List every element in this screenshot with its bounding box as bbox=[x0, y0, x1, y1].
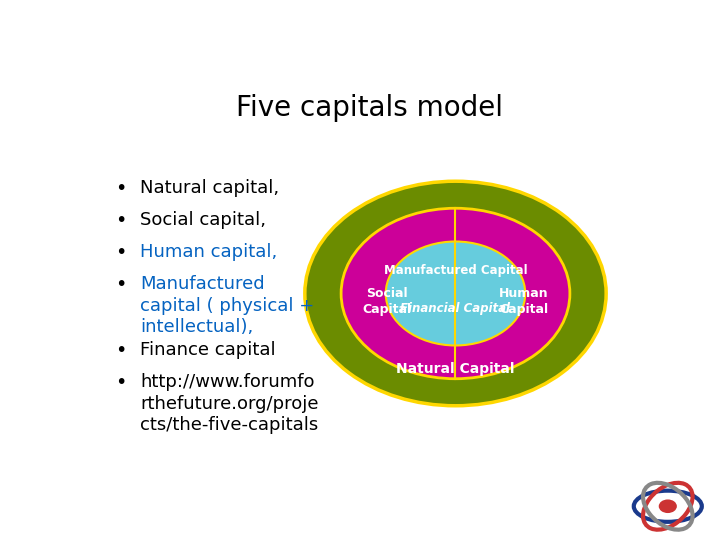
Text: ♟: ♟ bbox=[24, 23, 52, 52]
Text: •: • bbox=[115, 243, 127, 262]
Text: Human capital,: Human capital, bbox=[140, 243, 277, 261]
Text: •: • bbox=[115, 211, 127, 230]
Text: Finance capital: Finance capital bbox=[140, 341, 276, 359]
Circle shape bbox=[659, 500, 677, 513]
Text: •: • bbox=[115, 341, 127, 360]
Text: http://www.forumfo
rthefuture.org/proje
cts/the-five-capitals: http://www.forumfo rthefuture.org/proje … bbox=[140, 373, 319, 434]
Text: Financial Capital: Financial Capital bbox=[400, 301, 510, 314]
Circle shape bbox=[305, 181, 606, 406]
Text: Social
Capital: Social Capital bbox=[362, 287, 411, 316]
Circle shape bbox=[341, 208, 570, 379]
Text: •: • bbox=[115, 373, 127, 393]
Text: •: • bbox=[115, 275, 127, 294]
Text: Social capital,: Social capital, bbox=[140, 211, 266, 229]
Text: Natural Capital: Natural Capital bbox=[396, 362, 515, 376]
Text: •: • bbox=[115, 179, 127, 198]
Circle shape bbox=[386, 241, 526, 346]
Text: Five capitals model: Five capitals model bbox=[235, 94, 503, 122]
Text: Human
Capital: Human Capital bbox=[499, 287, 549, 316]
Text: Manufactured Capital: Manufactured Capital bbox=[384, 264, 527, 276]
Text: Manufactured
capital ( physical +
intellectual),: Manufactured capital ( physical + intell… bbox=[140, 275, 315, 336]
Text: Natural capital,: Natural capital, bbox=[140, 179, 279, 197]
